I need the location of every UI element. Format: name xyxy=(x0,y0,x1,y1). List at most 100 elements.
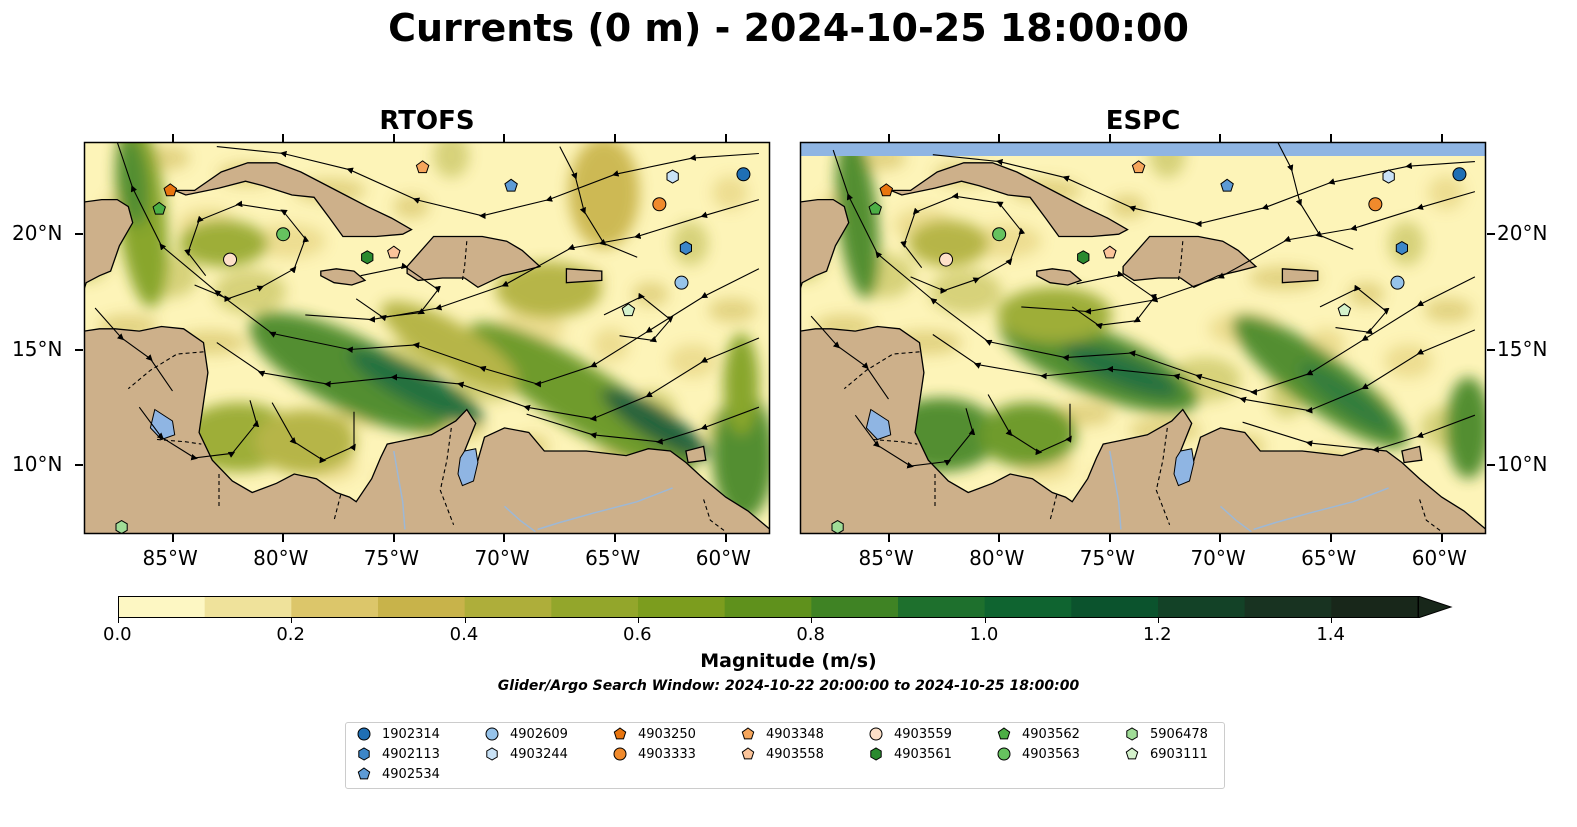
colorbar-segment xyxy=(724,596,812,618)
legend-marker xyxy=(997,747,1011,761)
river-line xyxy=(1219,505,1252,533)
legend-pentagon-icon xyxy=(741,727,755,740)
float-4903250 xyxy=(163,183,178,197)
streamline xyxy=(216,337,760,422)
colorbar-tick-label: 0.0 xyxy=(103,624,132,645)
legend-label: 5906478 xyxy=(1150,726,1208,742)
streamline xyxy=(1276,142,1354,250)
x-tick-mark xyxy=(724,534,727,542)
x-tick-mark xyxy=(503,534,506,542)
legend-entry: 4903563 xyxy=(996,746,1080,762)
land-polygon xyxy=(800,142,850,290)
x-tick-mark xyxy=(171,534,174,542)
streamline xyxy=(932,329,1476,414)
legend-marker xyxy=(486,747,498,761)
float-4903563 xyxy=(276,227,291,242)
colorbar-frame xyxy=(118,596,1419,618)
x-tick-label: 85°W xyxy=(858,546,914,570)
streamline xyxy=(900,192,1026,294)
x-tick-mark xyxy=(1330,534,1333,542)
float-5906478 xyxy=(115,520,128,534)
legend-label: 4902113 xyxy=(382,746,440,762)
colorbar-segment xyxy=(1331,596,1419,618)
x-tick-label: 70°W xyxy=(474,546,530,570)
legend-entry: 4903333 xyxy=(612,746,696,762)
colorbar-segment xyxy=(1158,596,1246,618)
x-tick-mark xyxy=(614,134,617,142)
legend-entry: 1902314 xyxy=(356,726,440,742)
streamline xyxy=(526,406,760,445)
float-5906478 xyxy=(831,520,844,534)
x-tick-mark xyxy=(282,534,285,542)
y-tick-label: 20°N xyxy=(12,221,63,246)
y-tick-mark xyxy=(1487,348,1495,351)
colorbar-tick-label: 0.6 xyxy=(623,624,652,645)
float-4903348 xyxy=(415,160,430,174)
float-6903111 xyxy=(1337,303,1352,317)
legend-marker xyxy=(358,747,370,761)
float-legend: 1902314 4902113 4902534 4902609 4903244 49032… xyxy=(345,722,1225,789)
colorbar-segment xyxy=(984,596,1072,618)
legend-circle-icon xyxy=(997,747,1011,761)
legend-entry: 4903562 xyxy=(996,726,1080,742)
river-line xyxy=(1253,487,1389,531)
float-4903558 xyxy=(387,245,401,259)
map-panel-espc xyxy=(799,141,1487,535)
x-tick-label: 75°W xyxy=(1079,546,1136,570)
streamline xyxy=(1071,270,1157,330)
y-tick-mark xyxy=(75,463,83,466)
x-tick-mark xyxy=(998,134,1001,142)
y-tick-mark xyxy=(1487,233,1495,236)
legend-label: 4903244 xyxy=(510,746,568,762)
legend-entry: 4902609 xyxy=(484,726,568,742)
legend-label: 4903563 xyxy=(1022,746,1080,762)
speed-blob xyxy=(712,391,770,521)
x-tick-mark xyxy=(171,134,174,142)
colorbar-tick-label: 1.2 xyxy=(1143,624,1172,645)
legend-pentagon-icon xyxy=(1125,747,1139,760)
legend-label: 4903333 xyxy=(638,746,696,762)
lake-polygon xyxy=(457,448,479,487)
legend-marker xyxy=(613,747,627,761)
colorbar-tick-mark xyxy=(811,618,813,623)
float-4903561 xyxy=(361,250,374,265)
y-tick-label: 20°N xyxy=(1497,221,1548,246)
streamline xyxy=(603,292,674,343)
legend-hexagon-icon xyxy=(486,747,498,761)
panel-title-espc: ESPC xyxy=(1105,106,1181,136)
legend-entry: 4902113 xyxy=(356,746,440,762)
legend-circle-icon xyxy=(613,747,627,761)
river-line xyxy=(393,450,406,530)
x-tick-mark xyxy=(724,134,727,142)
colorbar-tick-mark xyxy=(638,618,639,623)
legend-hexagon-icon xyxy=(358,747,370,761)
speed-blob xyxy=(254,409,357,475)
legend-pentagon-icon xyxy=(357,767,371,780)
streamline xyxy=(559,146,638,258)
legend-entry: 4903559 xyxy=(868,726,952,742)
streamline xyxy=(854,408,976,469)
legend-label: 4903348 xyxy=(766,726,824,742)
colorbar-label: Magnitude (m/s) xyxy=(700,650,877,672)
legend-entry: 4903244 xyxy=(484,746,568,762)
legend-label: 4902534 xyxy=(382,766,440,782)
colorbar-tick-label: 0.8 xyxy=(796,624,825,645)
streamline xyxy=(138,400,260,461)
y-tick-mark xyxy=(75,233,83,236)
legend-pentagon-icon xyxy=(613,727,627,740)
legend-label: 4903559 xyxy=(894,726,952,742)
border-line xyxy=(333,494,342,521)
float-4903559 xyxy=(939,252,954,267)
legend-label: 4902609 xyxy=(510,726,568,742)
legend-entry: 4903558 xyxy=(740,746,824,762)
streamline xyxy=(216,146,759,220)
colorbar-tick-mark xyxy=(291,618,293,623)
border-line xyxy=(1419,499,1443,533)
x-tick-label: 80°W xyxy=(253,546,309,570)
x-tick-mark xyxy=(887,134,890,142)
streamline xyxy=(1242,414,1476,453)
lake-polygon xyxy=(1173,448,1195,487)
legend-pentagon-icon xyxy=(741,747,755,760)
speed-blob xyxy=(1446,377,1486,479)
x-tick-mark xyxy=(282,134,285,142)
